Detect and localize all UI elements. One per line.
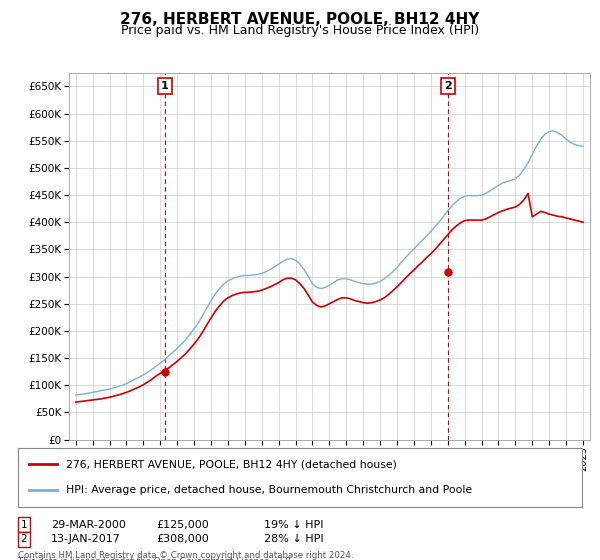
Text: Price paid vs. HM Land Registry's House Price Index (HPI): Price paid vs. HM Land Registry's House … (121, 24, 479, 36)
Text: 2: 2 (20, 534, 28, 544)
Text: HPI: Average price, detached house, Bournemouth Christchurch and Poole: HPI: Average price, detached house, Bour… (66, 486, 472, 496)
Text: 276, HERBERT AVENUE, POOLE, BH12 4HY: 276, HERBERT AVENUE, POOLE, BH12 4HY (121, 12, 479, 27)
Text: This data is licensed under the Open Government Licence v3.0.: This data is licensed under the Open Gov… (18, 557, 293, 560)
Text: £125,000: £125,000 (156, 520, 209, 530)
Text: 2: 2 (445, 81, 452, 91)
Text: £308,000: £308,000 (156, 534, 209, 544)
Text: 276, HERBERT AVENUE, POOLE, BH12 4HY (detached house): 276, HERBERT AVENUE, POOLE, BH12 4HY (de… (66, 459, 397, 469)
Text: 28% ↓ HPI: 28% ↓ HPI (264, 534, 323, 544)
Text: 19% ↓ HPI: 19% ↓ HPI (264, 520, 323, 530)
Text: 1: 1 (20, 520, 28, 530)
Text: 1: 1 (161, 81, 169, 91)
Text: 13-JAN-2017: 13-JAN-2017 (51, 534, 121, 544)
Text: 29-MAR-2000: 29-MAR-2000 (51, 520, 126, 530)
Text: Contains HM Land Registry data © Crown copyright and database right 2024.: Contains HM Land Registry data © Crown c… (18, 551, 353, 560)
